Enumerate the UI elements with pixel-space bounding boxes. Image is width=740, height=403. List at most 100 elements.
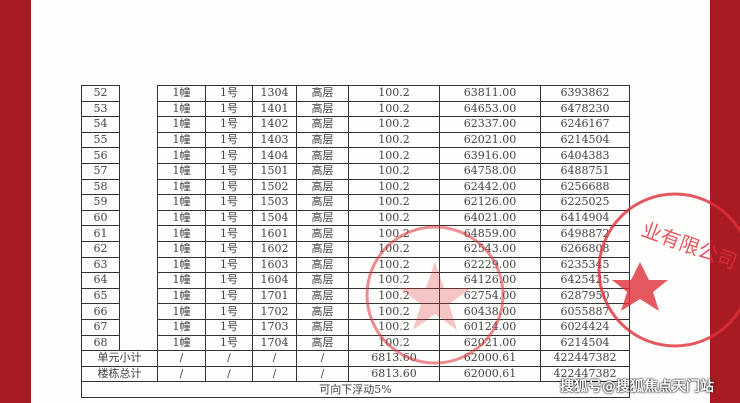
table-cell: 1号 [205, 334, 253, 352]
table-cell: 高层 [296, 100, 349, 118]
table-cell: 高层 [296, 209, 349, 227]
table-cell: 1602 [252, 240, 297, 258]
table-cell: 6425425 [540, 272, 630, 289]
table-cell: 6256688 [540, 178, 630, 196]
table-cell: 58 [81, 178, 120, 196]
table-cell: 6393862 [540, 85, 630, 102]
blank-cell [119, 116, 158, 133]
blank-cell [119, 257, 158, 273]
table-cell: 高层 [296, 256, 349, 274]
table-row: 67 1幢 1号 1703 高层 100.2 60124.00 6024424 [81, 318, 630, 336]
table-row: 60 1幢 1号 1504 高层 100.2 64021.00 6414904 [81, 209, 630, 227]
table-row: 62 1幢 1号 1602 高层 100.2 62543.00 6266808 [81, 240, 630, 258]
table-cell: 63 [81, 256, 120, 274]
table-cell: 59 [81, 194, 120, 211]
table-cell: 100.2 [348, 194, 440, 211]
table-row: 59 1幢 1号 1503 高层 100.2 62126.00 6225025 [81, 194, 630, 211]
table-cell: 55 [81, 131, 120, 149]
table-cell: 1704 [252, 334, 297, 352]
table-cell: 422447382 [540, 365, 630, 383]
table-cell: 1号 [205, 225, 253, 242]
table-cell: 1701 [252, 287, 297, 305]
table-cell: 62337.00 [439, 116, 541, 133]
table-cell: 61 [81, 225, 120, 242]
table-cell: 100.2 [348, 240, 440, 258]
table-cell: 56 [81, 147, 120, 164]
table-cell: 53 [81, 100, 120, 118]
table-row: 58 1幢 1号 1502 高层 100.2 62442.00 6256688 [81, 178, 630, 196]
table-cell: 6287950 [540, 287, 630, 305]
table-cell: 1502 [252, 178, 297, 196]
blank-cell [119, 303, 158, 320]
blank-cell [119, 225, 158, 242]
table-cell: 1号 [205, 287, 253, 305]
table-cell: 100.2 [348, 147, 440, 164]
blank-cell [119, 241, 158, 258]
table-cell: 高层 [296, 272, 349, 289]
table-cell: 63916.00 [439, 147, 541, 164]
table-cell: 1703 [252, 318, 297, 336]
table-cell: 高层 [296, 334, 349, 352]
table-cell: 6478230 [540, 100, 630, 118]
table-cell: 62126.00 [439, 194, 541, 211]
table-cell: 高层 [296, 162, 349, 180]
table-cell: 1号 [205, 85, 253, 102]
table-cell: 1幢 [157, 318, 206, 336]
table-cell: 高层 [296, 147, 349, 164]
table-row: 57 1幢 1号 1501 高层 100.2 64758.00 6488751 [81, 162, 630, 180]
table-cell: 100.2 [348, 272, 440, 289]
blank-cell [119, 101, 158, 117]
table-cell: 楼栋总计 [81, 365, 158, 383]
table-cell: 1幢 [157, 162, 206, 180]
table-cell: 1403 [252, 131, 297, 149]
blank-cell [119, 194, 158, 211]
table-cell: 67 [81, 318, 120, 336]
table-cell: 1幢 [157, 147, 206, 164]
table-cell: 62021.00 [439, 334, 541, 352]
table-cell: 1404 [252, 147, 297, 164]
note-row: 可向下浮动5% [81, 381, 630, 398]
table-cell: 100.2 [348, 287, 440, 305]
table-cell: 1号 [205, 100, 253, 118]
table-cell: 52 [81, 85, 120, 102]
table-cell: 高层 [296, 225, 349, 242]
table-cell: 57 [81, 162, 120, 180]
table-cell: 1号 [205, 178, 253, 196]
table-cell: 62754.00 [439, 287, 541, 305]
table-cell: 62229.00 [439, 256, 541, 274]
table-cell: 62543.00 [439, 240, 541, 258]
table-cell: 1幢 [157, 256, 206, 274]
table-cell: 1402 [252, 116, 297, 133]
table-cell: 1号 [205, 240, 253, 258]
table-cell: 60124.00 [439, 318, 541, 336]
table-row: 65 1幢 1号 1701 高层 100.2 62754.00 6287950 [81, 287, 630, 305]
table-cell: 1604 [252, 272, 297, 289]
table-cell: / [157, 365, 206, 383]
table-cell: 1号 [205, 303, 253, 320]
table-cell: 1号 [205, 162, 253, 180]
table-cell: 1601 [252, 225, 297, 242]
table-cell: 6235345 [540, 256, 630, 274]
table-row: 68 1幢 1号 1704 高层 100.2 62021.00 6214504 [81, 334, 630, 352]
table-cell: 1幢 [157, 303, 206, 320]
table-cell: 422447382 [540, 350, 630, 367]
table-row: 64 1幢 1号 1604 高层 100.2 64126.00 6425425 [81, 272, 630, 289]
table-cell: 1幢 [157, 209, 206, 227]
table-cell: 1号 [205, 194, 253, 211]
table-cell: 1号 [205, 147, 253, 164]
table-cell: 1幢 [157, 116, 206, 133]
table-cell: 100.2 [348, 303, 440, 320]
table-row: 66 1幢 1号 1702 高层 100.2 60438.00 6055887 [81, 303, 630, 320]
blank-cell [119, 210, 158, 226]
table-cell: 100.2 [348, 116, 440, 133]
blank-cell [119, 179, 158, 195]
table-row: 56 1幢 1号 1404 高层 100.2 63916.00 6404383 [81, 147, 630, 164]
table-cell: 单元小计 [81, 350, 158, 367]
table-cell: 1504 [252, 209, 297, 227]
table-cell: 6404383 [540, 147, 630, 164]
table-cell: 1号 [205, 131, 253, 149]
table-cell: / [205, 365, 253, 383]
table-cell: 高层 [296, 116, 349, 133]
table-cell: 64 [81, 272, 120, 289]
table-cell: 6266808 [540, 240, 630, 258]
